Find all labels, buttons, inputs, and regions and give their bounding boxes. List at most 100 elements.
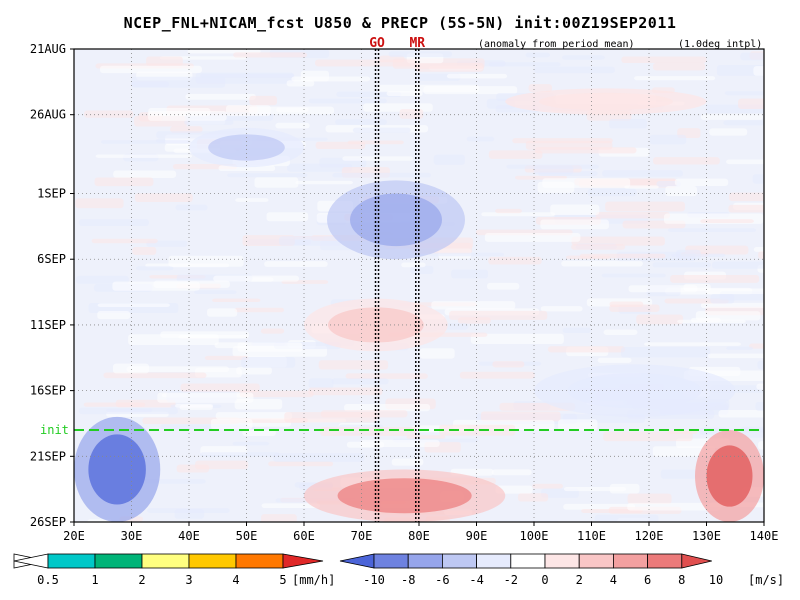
y-tick-label: 26AUG bbox=[30, 108, 66, 122]
field-streak bbox=[249, 95, 277, 106]
field-streak bbox=[284, 412, 378, 423]
x-axis-ticks: 20E 30E 40E 50E 60E 70E 80E 90E 100E 110E 120E 130E… bbox=[63, 522, 778, 543]
field-streak bbox=[534, 66, 615, 74]
wind-colorbar-tick: -2 bbox=[504, 573, 518, 587]
wind-colorbar-tick: -10 bbox=[363, 573, 385, 587]
field-streak bbox=[488, 150, 543, 159]
y-tick-label: 26SEP bbox=[30, 515, 66, 529]
field-streak bbox=[200, 73, 295, 78]
field-streak bbox=[488, 62, 561, 67]
field-streak bbox=[466, 136, 495, 142]
field-streak bbox=[268, 461, 334, 467]
field-streak bbox=[334, 119, 387, 125]
field-streak bbox=[579, 253, 666, 259]
field-streak bbox=[332, 172, 432, 178]
field-streak bbox=[756, 383, 764, 390]
field-streak bbox=[273, 453, 365, 462]
marker-label-mr: MR bbox=[409, 36, 425, 51]
field-streak bbox=[481, 212, 556, 217]
x-tick-label: 70E bbox=[351, 529, 373, 543]
field-streak bbox=[711, 261, 764, 269]
field-streak bbox=[266, 212, 309, 222]
y-axis-ticks: 21AUG 26AUG 1SEP 6SEP 11SEP 16SEP 21SEP 26SEP bbox=[30, 42, 74, 529]
field-streak bbox=[561, 55, 605, 60]
field-streak bbox=[135, 266, 174, 271]
field-streak bbox=[320, 427, 417, 436]
field-streak bbox=[146, 56, 183, 66]
field-streak bbox=[506, 164, 599, 169]
field-streak bbox=[558, 419, 598, 431]
field-streak bbox=[550, 204, 600, 215]
field-streak bbox=[470, 333, 564, 344]
field-streak bbox=[344, 404, 431, 412]
wind-colorbar-right-arrow bbox=[681, 553, 712, 569]
precip-colorbar-unit: [mm/h] bbox=[292, 573, 335, 587]
field-streak bbox=[534, 147, 637, 154]
y-tick-label: 21AUG bbox=[30, 42, 66, 56]
field-streak bbox=[495, 208, 522, 214]
field-streak bbox=[261, 514, 297, 522]
field-streak bbox=[677, 319, 746, 324]
field-streak bbox=[624, 185, 659, 189]
field-streak bbox=[352, 127, 411, 133]
field-streak bbox=[726, 346, 754, 350]
y-tick-label: 6SEP bbox=[37, 252, 66, 266]
field-streak bbox=[753, 247, 764, 252]
field-streak bbox=[95, 154, 193, 158]
field-streak bbox=[100, 140, 191, 144]
field-streak bbox=[753, 66, 764, 76]
field-streak bbox=[728, 204, 764, 213]
field-streak bbox=[683, 283, 711, 292]
field-streak bbox=[758, 441, 764, 450]
field-streak bbox=[291, 76, 371, 82]
field-streak bbox=[459, 371, 535, 379]
wind-colorbar-swatch bbox=[441, 553, 477, 569]
anomaly-feature-core bbox=[538, 92, 673, 111]
field-streak bbox=[763, 56, 764, 61]
y-tick-label: 16SEP bbox=[30, 384, 66, 398]
field-streak bbox=[671, 253, 726, 257]
init-line-group: init bbox=[40, 423, 764, 437]
field-streak bbox=[212, 298, 261, 303]
field-streak bbox=[91, 238, 158, 244]
field-streak bbox=[451, 269, 488, 279]
x-tick-label: 90E bbox=[466, 529, 488, 543]
field-streak bbox=[738, 98, 764, 109]
field-streak bbox=[126, 366, 230, 373]
field-streak bbox=[653, 157, 720, 165]
x-tick-label: 130E bbox=[692, 529, 721, 543]
field-streak bbox=[184, 119, 234, 125]
anomaly-feature-core bbox=[208, 134, 285, 161]
field-streak bbox=[495, 485, 533, 494]
field-streak bbox=[695, 311, 761, 321]
field-streak bbox=[99, 65, 202, 74]
field-streak bbox=[665, 185, 697, 197]
field-streak bbox=[315, 59, 417, 67]
field-streak bbox=[242, 429, 276, 436]
field-streak bbox=[401, 262, 426, 268]
field-streak bbox=[239, 390, 314, 398]
precip-colorbar-tick: 4 bbox=[232, 573, 239, 587]
wind-colorbar-unit: [m/s] bbox=[748, 573, 784, 587]
field-streak bbox=[540, 306, 583, 312]
field-streak bbox=[487, 282, 520, 290]
precip-colorbar-tick: 2 bbox=[138, 573, 145, 587]
field-streak bbox=[94, 177, 154, 187]
precip-colorbar: 0.5 1 2 3 4 5 [mm/h] bbox=[13, 553, 335, 587]
field-streak bbox=[724, 91, 764, 96]
field-streak bbox=[241, 357, 296, 368]
field-streak bbox=[295, 180, 353, 185]
field-streak bbox=[185, 93, 256, 100]
field-streak bbox=[707, 353, 764, 359]
field-streak bbox=[670, 275, 760, 283]
field-streak bbox=[594, 514, 659, 522]
field-streak bbox=[653, 62, 706, 71]
field-streak bbox=[195, 460, 249, 470]
chart-title: NCEP_FNL+NICAM_fcst U850 & PRECP (5S-5N)… bbox=[124, 14, 677, 32]
anomaly-feature-core bbox=[350, 193, 442, 247]
x-tick-label: 80E bbox=[408, 529, 430, 543]
field-streak bbox=[528, 84, 553, 93]
x-tick-label: 110E bbox=[577, 529, 606, 543]
field-streak bbox=[83, 402, 146, 407]
